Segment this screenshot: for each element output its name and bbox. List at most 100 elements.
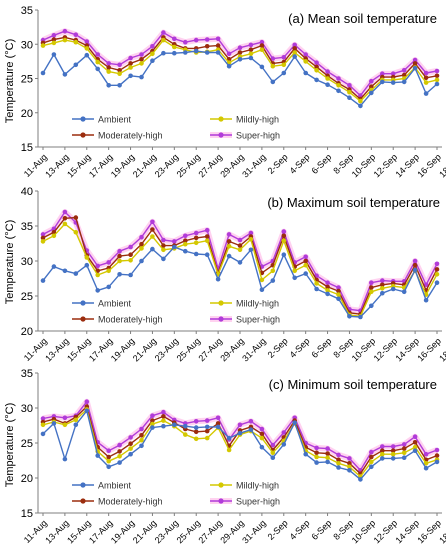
chart-a-point-super-high: [51, 33, 57, 38]
chart-a-point-super-high: [84, 39, 90, 44]
chart-b-point-super-high: [150, 219, 155, 225]
chart-c-point-mildly-high: [161, 418, 166, 423]
chart-b-point-ambient: [281, 252, 287, 257]
chart-c-point-mildly-high: [369, 459, 374, 465]
chart-c-point-super-high: [281, 430, 287, 435]
chart-c-ytick-label: 20: [21, 473, 33, 485]
chart-b-point-super-high: [161, 237, 166, 243]
chart-a-point-mildly-high: [51, 40, 57, 46]
chart-a-legend-label: Ambient: [98, 115, 132, 125]
chart-c-point-super-high: [259, 426, 265, 432]
chart-a-point-ambient: [95, 66, 100, 72]
chart-b-point-super-high: [412, 258, 418, 264]
chart-c-point-moderately-high: [434, 453, 440, 458]
chart-c-point-ambient: [314, 460, 319, 465]
chart-c-point-moderately-high: [117, 449, 122, 454]
chart-b-point-super-high: [106, 260, 111, 265]
chart-a-point-ambient: [325, 82, 330, 87]
chart-b-point-mildly-high: [139, 246, 144, 251]
chart-b-point-ambient: [95, 288, 100, 293]
chart-a-point-moderately-high: [434, 73, 440, 79]
chart-a-point-super-high: [270, 56, 276, 61]
chart-c-point-mildly-high: [193, 436, 199, 442]
chart-b-point-mildly-high: [248, 237, 254, 242]
chart-a-point-mildly-high: [434, 77, 440, 83]
chart-a-point-moderately-high: [237, 50, 243, 55]
chart-b-xtick-label: 31-Aug: [240, 336, 268, 364]
chart-b-legend-item-moderately-high: Moderately-high: [72, 315, 163, 325]
chart-c-point-super-high: [423, 451, 429, 457]
chart-b-point-super-high: [336, 285, 341, 290]
chart-b-point-ambient: [434, 280, 440, 286]
chart-c-ytick-label: 35: [21, 368, 33, 380]
chart-b-xtick-label: 4-Sep: [288, 336, 312, 360]
chart-a-point-ambient: [369, 90, 374, 96]
chart-c-point-super-high: [106, 448, 111, 454]
chart-c-point-ambient: [226, 435, 232, 441]
chart-a-point-ambient: [336, 88, 341, 94]
chart-a-point-ambient: [401, 79, 407, 85]
chart-b-point-super-high: [226, 232, 232, 237]
chart-a-legend-swatch-marker: [218, 116, 224, 122]
chart-a-point-ambient: [73, 62, 79, 68]
chart-c-point-ambient: [128, 451, 133, 457]
chart-c-point-moderately-high: [139, 433, 144, 438]
chart-b-legend-swatch-marker: [218, 300, 224, 306]
chart-c-point-moderately-high: [259, 431, 265, 437]
chart-c-point-super-high: [161, 409, 166, 415]
chart-c-legend-label: Mildly-high: [236, 481, 279, 491]
chart-a-point-ambient: [51, 52, 57, 57]
chart-c-point-mildly-high: [73, 417, 79, 423]
chart-c-point-super-high: [401, 442, 407, 447]
chart-a-point-ambient: [347, 95, 352, 100]
chart-a-point-super-high: [423, 70, 429, 76]
chart-c-point-super-high: [369, 449, 374, 455]
chart-b-point-ambient: [412, 267, 418, 273]
chart-b-point-ambient: [73, 271, 79, 276]
chart-a-point-ambient: [412, 65, 418, 71]
chart-a-point-ambient: [139, 74, 144, 80]
chart-b-point-mildly-high: [281, 238, 287, 243]
chart-c-point-moderately-high: [128, 441, 133, 447]
chart-b-point-ambient: [314, 286, 319, 292]
chart-c-point-super-high: [128, 435, 133, 440]
chart-c-legend-label: Ambient: [98, 481, 132, 491]
chart-a-point-mildly-high: [270, 63, 276, 69]
chart-c-point-super-high: [150, 413, 155, 419]
chart-b-point-mildly-high: [183, 241, 188, 247]
chart-c-legend-item-moderately-high: Moderately-high: [72, 497, 163, 507]
chart-b-point-moderately-high: [412, 262, 418, 268]
chart-b-legend-swatch-marker: [218, 316, 224, 322]
chart-a-point-ambient: [248, 55, 254, 61]
chart-a-point-mildly-high: [95, 59, 100, 65]
chart-b-point-moderately-high: [303, 258, 309, 264]
chart-b-point-ambient: [325, 291, 330, 297]
chart-a-legend-label: Super-high: [236, 131, 280, 141]
chart-c-series-moderately-high-line: [42, 405, 438, 475]
chart-b-point-ambient: [237, 260, 243, 265]
chart-c-point-super-high: [40, 416, 46, 421]
chart-c-point-super-high: [325, 446, 330, 451]
chart-b-point-super-high: [128, 244, 133, 250]
chart-c-point-ambient: [95, 453, 100, 458]
chart-b-point-ambient: [62, 268, 68, 274]
chart-b-point-ambient: [51, 264, 57, 269]
chart-a-point-mildly-high: [106, 69, 111, 74]
chart-a-point-ambient: [215, 50, 221, 55]
chart-c-point-moderately-high: [390, 448, 396, 454]
chart-a-point-super-high: [292, 42, 298, 48]
chart-a-point-super-high: [347, 83, 352, 88]
chart-a-point-ambient: [84, 52, 90, 58]
chart-a-point-super-high: [237, 45, 243, 50]
chart-b-point-moderately-high: [281, 233, 287, 239]
chart-b-point-mildly-high: [62, 221, 68, 227]
chart-c-point-ambient: [139, 443, 144, 449]
chart-c-point-super-high: [204, 418, 210, 423]
chart-b-point-mildly-high: [73, 230, 79, 235]
chart-a-point-ambient: [62, 72, 68, 77]
chart-c-point-mildly-high: [325, 455, 330, 461]
chart-c-legend-swatch-marker: [218, 482, 224, 488]
chart-b-point-moderately-high: [62, 216, 68, 221]
chart-b-point-moderately-high: [380, 282, 385, 288]
chart-b-ytick-label: 20: [21, 326, 33, 338]
